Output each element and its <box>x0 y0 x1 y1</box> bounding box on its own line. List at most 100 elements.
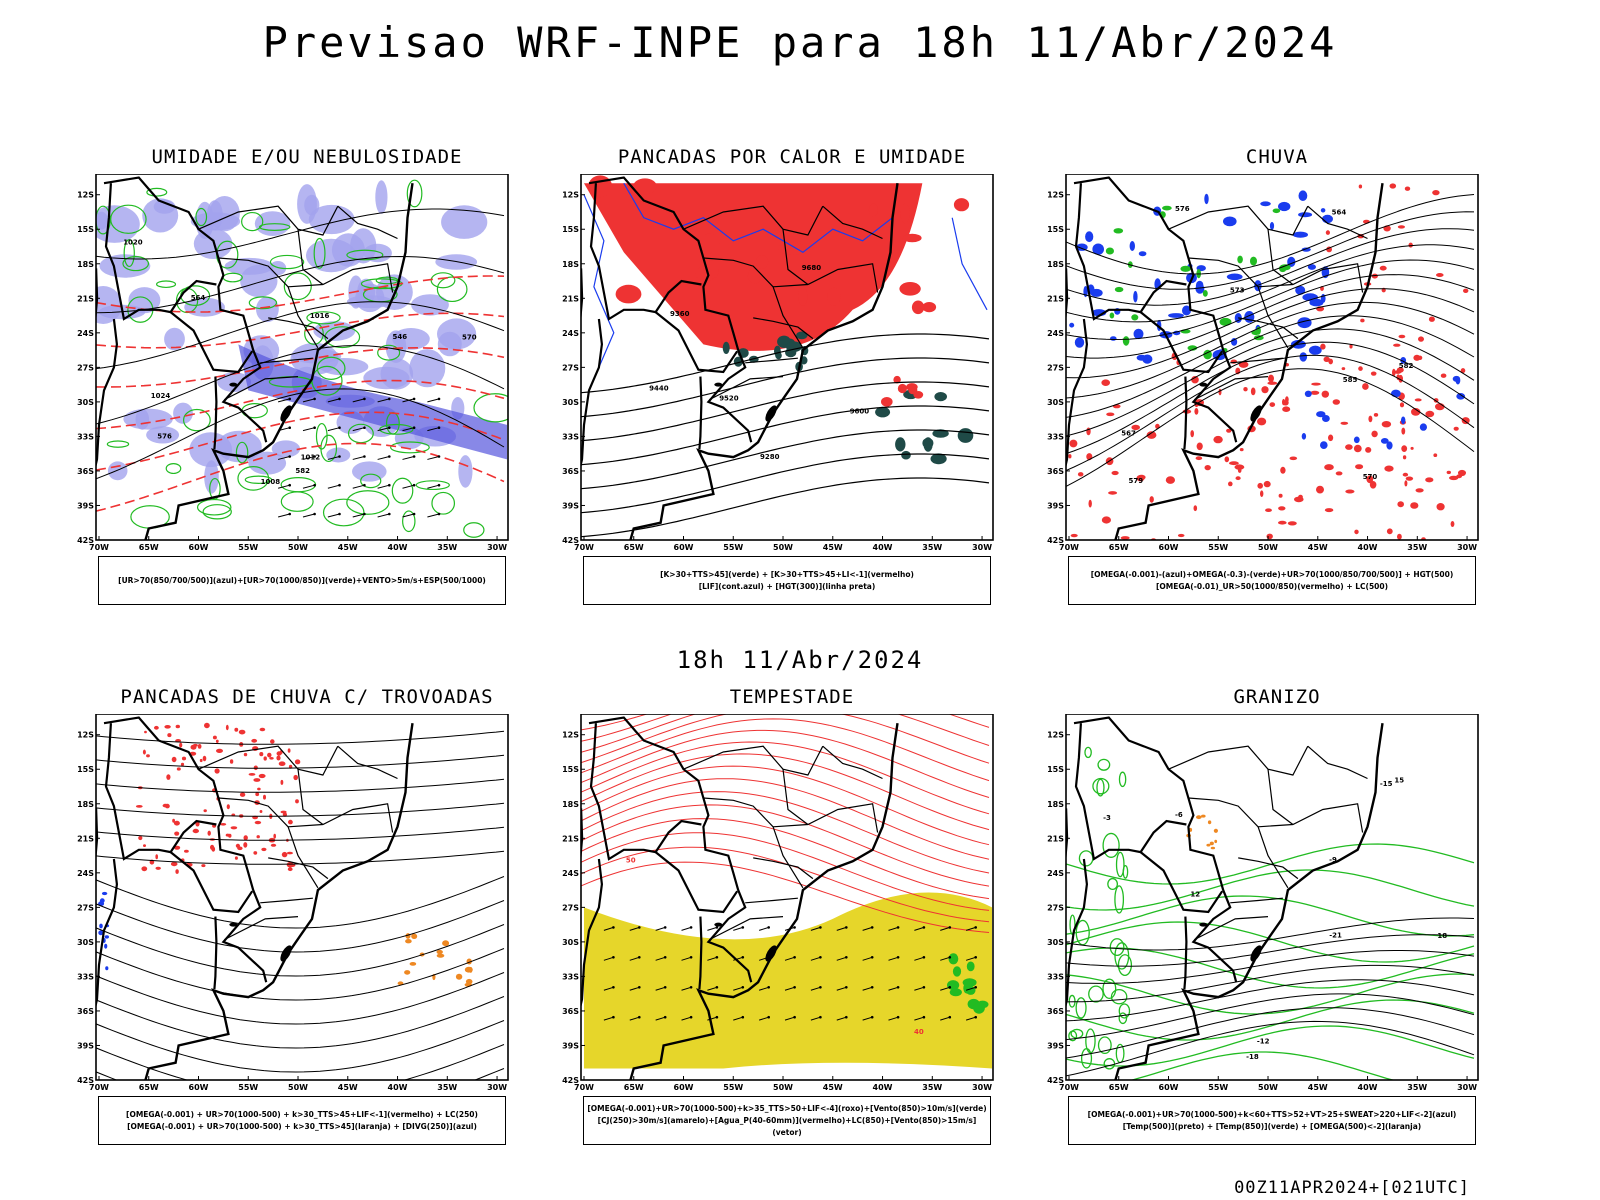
legend-line: [OMEGA(-0.001)-(azul)+OMEGA(-0.3)-(verde… <box>1090 569 1454 579</box>
contour-label: -6 <box>1175 811 1183 819</box>
legend-box: [K>30+TTS>45](verde) + [K>30+TTS>45+LI<-… <box>583 556 991 605</box>
lon-tick-label: 50W <box>773 1083 793 1092</box>
map-frame <box>95 174 509 541</box>
lat-tick-label: 33S <box>562 432 579 441</box>
lat-tick-label: 27S <box>77 363 94 372</box>
lat-tick-label: 18S <box>562 800 579 809</box>
panel-title: PANCADAS POR CALOR E UMIDADE <box>617 146 967 168</box>
lat-tick-label: 36S <box>1047 467 1064 476</box>
contour-label: 582 <box>1399 362 1414 370</box>
lon-tick-label: 45W <box>1308 1083 1328 1092</box>
lon-tick-label: 55W <box>238 1083 258 1092</box>
contour-label: -18 <box>1246 1053 1259 1061</box>
contour-label: 582 <box>295 467 310 475</box>
lon-tick-label: 60W <box>1159 1083 1179 1092</box>
lon-tick-label: 60W <box>189 543 209 552</box>
lon-tick-label: 40W <box>388 1083 408 1092</box>
lat-tick-label: 42S <box>1047 1076 1064 1085</box>
lat-tick-label: 21S <box>1047 834 1064 843</box>
lon-tick-label: 55W <box>723 543 743 552</box>
contour-label: 576 <box>1175 205 1190 213</box>
lat-tick-label: 33S <box>562 972 579 981</box>
legend-line: [OMEGA(-0.001)+UR>70(1000-500)+k>35_TTS>… <box>587 1103 987 1113</box>
lat-tick-label: 12S <box>562 191 579 200</box>
lon-tick-label: 30W <box>972 1083 992 1092</box>
lon-tick-label: 35W <box>922 1083 942 1092</box>
lat-tick-label: 39S <box>1047 1041 1064 1050</box>
lat-tick-label: 42S <box>77 1076 94 1085</box>
lat-tick-label: 24S <box>1047 869 1064 878</box>
map-frame <box>1065 714 1479 1081</box>
lat-tick-label: 36S <box>77 1007 94 1016</box>
coastline <box>96 176 414 540</box>
map-frame <box>580 174 994 541</box>
lon-tick-label: 60W <box>1159 543 1179 552</box>
lat-tick-label: 36S <box>562 467 579 476</box>
lat-tick-label: 15S <box>1047 765 1064 774</box>
lon-tick-label: 30W <box>1457 1083 1477 1092</box>
coastline <box>581 176 899 540</box>
field-layer: 1008 1012 1016 1020 570 576 582 1024 546 564 <box>96 179 508 538</box>
legend-box: [OMEGA(-0.001) + UR>70(1000-500) + k>30_… <box>98 1096 506 1145</box>
lon-tick-label: 70W <box>89 543 109 552</box>
lon-tick-label: 50W <box>773 543 793 552</box>
lat-tick-label: 12S <box>1047 731 1064 740</box>
lon-tick-label: 40W <box>388 543 408 552</box>
forecast-map: 1008 1012 1016 1020 570 576 582 1024 546 564 12S 15… <box>77 174 509 552</box>
contour-label: 564 <box>191 294 206 302</box>
lon-tick-label: 35W <box>1407 1083 1427 1092</box>
lat-tick-label: 39S <box>1047 501 1064 510</box>
lat-tick-label: 24S <box>562 869 579 878</box>
field-layer: 585 582 579 576 573 570 567 564 <box>1066 183 1475 540</box>
legend-line: [OMEGA(-0.001) + UR>70(1000-500) + k>30_… <box>126 1109 478 1119</box>
lon-tick-label: 70W <box>574 543 594 552</box>
lon-tick-label: 65W <box>624 543 644 552</box>
lon-tick-label: 40W <box>873 1083 893 1092</box>
contour-label: 40 <box>914 1028 924 1036</box>
legend-box: [OMEGA(-0.001)+UR>70(1000-500)+k<60+TTS>… <box>1068 1096 1476 1145</box>
run-info-footer: 00Z11APR2024+[021UTC] <box>1234 1178 1470 1198</box>
map-frame <box>580 714 994 1081</box>
coastline <box>1066 176 1384 540</box>
lat-tick-label: 18S <box>77 800 94 809</box>
legend-line: [OMEGA(-0.001)+UR>70(1000-500)+k<60+TTS>… <box>1087 1109 1457 1119</box>
contour-label: 585 <box>1343 376 1358 384</box>
lat-tick-label: 18S <box>562 260 579 269</box>
legend-line: [OMEGA(-0.001) + UR>70(1000-500) + k>30_… <box>127 1121 477 1131</box>
lat-tick-label: 21S <box>562 834 579 843</box>
lon-tick-label: 30W <box>487 543 507 552</box>
lon-tick-label: 45W <box>338 1083 358 1092</box>
lat-tick-label: 21S <box>77 834 94 843</box>
panel-title: CHUVA <box>1245 146 1309 168</box>
contour-label: -9 <box>1329 856 1337 864</box>
lat-tick-label: 27S <box>77 903 94 912</box>
lon-tick-label: 50W <box>288 1083 308 1092</box>
lat-tick-label: 27S <box>562 903 579 912</box>
lon-tick-label: 30W <box>1457 543 1477 552</box>
contour-label: 546 <box>393 333 408 341</box>
contour-label: 576 <box>157 433 172 441</box>
contour-label: 564 <box>1332 208 1347 216</box>
lat-tick-label: 33S <box>77 432 94 441</box>
lat-tick-label: 33S <box>77 972 94 981</box>
contour-label: 9440 <box>649 385 669 393</box>
lon-tick-label: 65W <box>139 543 159 552</box>
lat-tick-label: 39S <box>562 501 579 510</box>
coastline <box>96 716 414 1080</box>
contour-label: 579 <box>1129 477 1144 485</box>
contour-label: 570 <box>1363 473 1378 481</box>
lat-tick-label: 24S <box>1047 329 1064 338</box>
lat-tick-label: 12S <box>562 731 579 740</box>
field-layer: 40 50 <box>581 714 993 1069</box>
legend-box: [OMEGA(-0.001)+UR>70(1000-500)+k>35_TTS>… <box>583 1096 991 1145</box>
contour-label: 567 <box>1121 429 1136 437</box>
contour-label: 573 <box>1230 287 1245 295</box>
lon-tick-label: 70W <box>574 1083 594 1092</box>
lon-tick-label: 40W <box>873 543 893 552</box>
lon-tick-label: 50W <box>288 543 308 552</box>
lat-tick-label: 36S <box>1047 1007 1064 1016</box>
lat-tick-label: 30S <box>562 398 579 407</box>
lat-tick-label: 15S <box>562 225 579 234</box>
